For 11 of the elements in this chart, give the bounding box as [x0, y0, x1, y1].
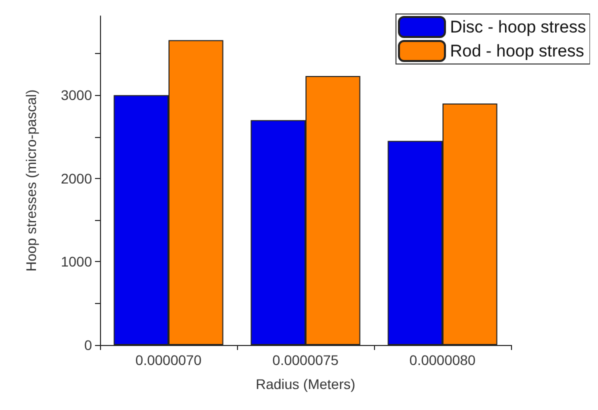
legend-label: Rod - hoop stress [450, 42, 584, 60]
legend-label: Disc - hoop stress [450, 18, 586, 36]
y-tick-label: 2000 [60, 170, 92, 186]
y-tick-label: 3000 [60, 87, 92, 104]
x-tick-label: 0.0000075 [272, 352, 339, 368]
x-tick-label: 0.0000080 [409, 352, 476, 368]
x-axis-title: Radius (Meters) [256, 376, 356, 392]
y-tick-label: 0 [84, 337, 92, 353]
y-axis-title: Hoop stresses (micro-pascal) [23, 89, 39, 272]
x-tick-label: 0.0000070 [135, 352, 202, 368]
y-tick-label: 1000 [60, 254, 92, 270]
